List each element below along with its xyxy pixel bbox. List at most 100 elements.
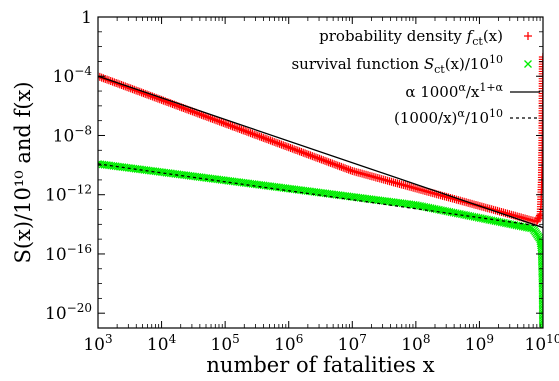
data-point	[275, 139, 284, 148]
data-point	[333, 161, 342, 170]
legend-label: (1000/x)α/1010	[394, 107, 503, 127]
series-3	[98, 75, 543, 229]
data-point	[222, 120, 231, 129]
data-point	[144, 91, 153, 100]
data-point	[146, 91, 155, 100]
legend-item: survival function Sct(x)/1010	[291, 53, 532, 76]
data-point	[262, 135, 271, 144]
y-tick-label: 1	[81, 8, 92, 28]
data-point	[244, 128, 253, 137]
y-tick-label: 10−8	[53, 123, 92, 146]
data-point	[295, 147, 304, 156]
data-point	[299, 148, 308, 157]
series-line	[98, 163, 543, 228]
legend-item: (1000/x)α/1010	[394, 107, 540, 127]
data-point	[538, 324, 543, 328]
data-point	[204, 113, 213, 122]
data-point	[321, 156, 330, 165]
data-point	[219, 118, 228, 127]
data-point	[317, 155, 326, 164]
legend-marker-plus	[524, 32, 532, 40]
data-point	[201, 112, 210, 121]
data-point	[297, 148, 306, 157]
data-point	[270, 137, 279, 146]
data-point	[152, 93, 161, 102]
data-point	[257, 133, 266, 142]
data-point	[306, 151, 315, 160]
data-point	[273, 139, 282, 148]
x-tick-label: 105	[211, 332, 240, 355]
data-point	[291, 146, 300, 155]
data-point	[331, 160, 340, 169]
data-point	[199, 111, 208, 120]
data-point	[226, 121, 235, 130]
data-point	[248, 129, 257, 138]
data-point	[206, 114, 215, 123]
data-point	[242, 127, 251, 136]
data-point	[304, 150, 313, 159]
data-point	[326, 158, 335, 167]
y-tick-label: 10−20	[45, 301, 92, 324]
data-point	[288, 144, 297, 153]
data-point	[344, 165, 353, 174]
data-point	[268, 137, 277, 146]
data-point	[324, 158, 333, 167]
x-tick-label: 103	[83, 332, 112, 355]
data-point	[311, 153, 320, 162]
data-point	[322, 157, 331, 166]
data-point	[284, 143, 293, 152]
data-point	[261, 134, 270, 143]
data-point	[335, 162, 344, 171]
data-point	[313, 154, 322, 163]
data-point	[337, 162, 346, 171]
legend-item: α 1000α/x1+α	[405, 81, 540, 101]
data-point	[212, 116, 221, 125]
legend-label: survival function Sct(x)/1010	[291, 53, 503, 76]
data-point	[202, 112, 211, 121]
data-point	[228, 122, 237, 131]
data-point	[266, 136, 275, 145]
series-4	[98, 163, 543, 228]
x-axis-label: number of fatalities x	[206, 353, 434, 377]
data-point	[237, 125, 246, 134]
data-point	[537, 241, 543, 250]
data-point	[308, 152, 317, 161]
data-point	[230, 122, 239, 131]
x-tick-label: 108	[401, 332, 430, 355]
data-point	[250, 130, 259, 139]
data-point	[210, 115, 219, 124]
data-point	[208, 114, 217, 123]
data-point	[277, 140, 286, 149]
data-point	[279, 141, 288, 150]
legend: probability density fct(x) survival funct…	[291, 27, 540, 127]
data-point	[143, 90, 152, 99]
tick-marks	[97, 16, 544, 329]
data-point	[221, 119, 230, 128]
data-point	[272, 138, 280, 147]
data-point	[255, 132, 264, 141]
axes	[97, 16, 544, 329]
data-point	[301, 149, 310, 158]
data-point	[339, 163, 348, 172]
data-point	[259, 133, 268, 142]
tick-labels: 103 104 105 106 107 108 109 1010 1 10−4 10−8 10−12 1…	[45, 8, 559, 355]
data-point	[232, 123, 241, 132]
data-point	[252, 131, 261, 140]
data-point	[281, 141, 290, 150]
series-2	[98, 159, 543, 328]
legend-marker-cross	[524, 60, 532, 68]
data-point	[302, 150, 311, 159]
data-point	[235, 125, 244, 134]
series-line	[98, 75, 543, 229]
data-point	[153, 94, 162, 103]
plot-frame	[97, 16, 544, 329]
x-tick-label: 107	[338, 332, 367, 355]
data-point	[290, 145, 299, 154]
data-point	[346, 166, 355, 175]
plot-area	[98, 52, 543, 328]
data-point	[241, 127, 250, 136]
data-point	[330, 160, 339, 169]
data-point	[342, 164, 351, 173]
y-tick-label: 10−4	[53, 64, 93, 87]
data-point	[319, 156, 328, 165]
